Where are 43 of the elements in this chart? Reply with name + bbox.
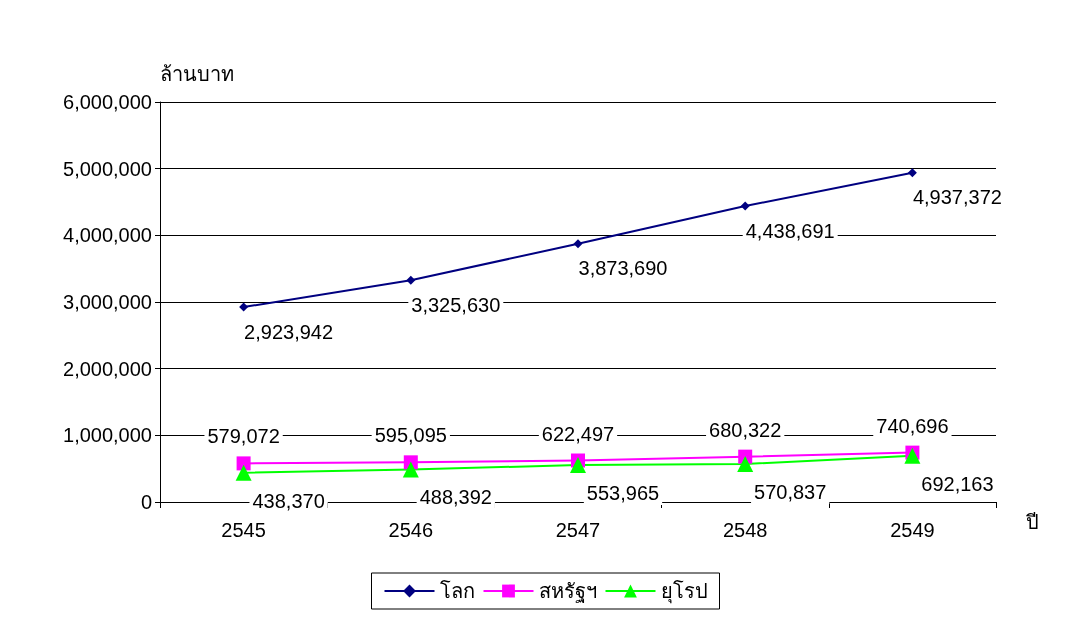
legend-label: โลก: [439, 580, 475, 602]
y-tick-label: 4,000,000: [63, 224, 152, 247]
point: [904, 447, 921, 464]
y-tick-label: 0: [140, 491, 152, 513]
data-label: 438,370: [252, 489, 325, 512]
data-label: 2,923,942: [244, 320, 334, 343]
data-label: 4,937,372: [912, 186, 1002, 209]
y-tick-label: 1,000,000: [63, 424, 152, 447]
y-axis-title: ล้านบาท: [160, 63, 234, 85]
y-tick-label: 6,000,000: [63, 91, 152, 113]
x-tick-label: 2548: [722, 519, 768, 541]
x-tick-label: 2545: [221, 519, 266, 541]
x-tick-label: 2549: [890, 519, 935, 541]
point: [239, 302, 249, 312]
data-label: 579,072: [207, 425, 280, 448]
legend-label: สหรัฐฯ: [538, 580, 597, 603]
point: [740, 201, 750, 211]
data-label: 622,497: [541, 422, 615, 445]
data-label: 488,392: [419, 486, 492, 509]
data-label: 595,095: [374, 424, 447, 447]
y-tick-label: 5,000,000: [63, 157, 152, 180]
x-tick-label: 2547: [555, 519, 601, 541]
point: [573, 239, 583, 249]
y-tick-label: 2,000,000: [63, 357, 152, 380]
point: [570, 457, 586, 474]
data-label: 740,696: [876, 414, 949, 437]
data-label: 692,163: [921, 472, 994, 495]
point: [737, 455, 754, 472]
point: [907, 168, 917, 178]
x-tick-label: 2546: [388, 519, 434, 541]
x-axis-title: ปี: [1026, 511, 1039, 533]
data-label: 680,322: [709, 418, 782, 441]
legend-label: ยุโรป: [660, 580, 708, 604]
data-label: 4,438,691: [745, 219, 835, 242]
y-tick-label: 3,000,000: [63, 291, 152, 313]
point: [402, 461, 419, 478]
point: [406, 275, 416, 285]
data-label: 570,837: [754, 480, 827, 503]
data-label: 3,873,690: [578, 257, 668, 280]
point: [235, 464, 252, 481]
point: [236, 456, 251, 471]
data-label: 3,325,630: [411, 293, 501, 316]
data-label: 553,965: [586, 482, 660, 505]
